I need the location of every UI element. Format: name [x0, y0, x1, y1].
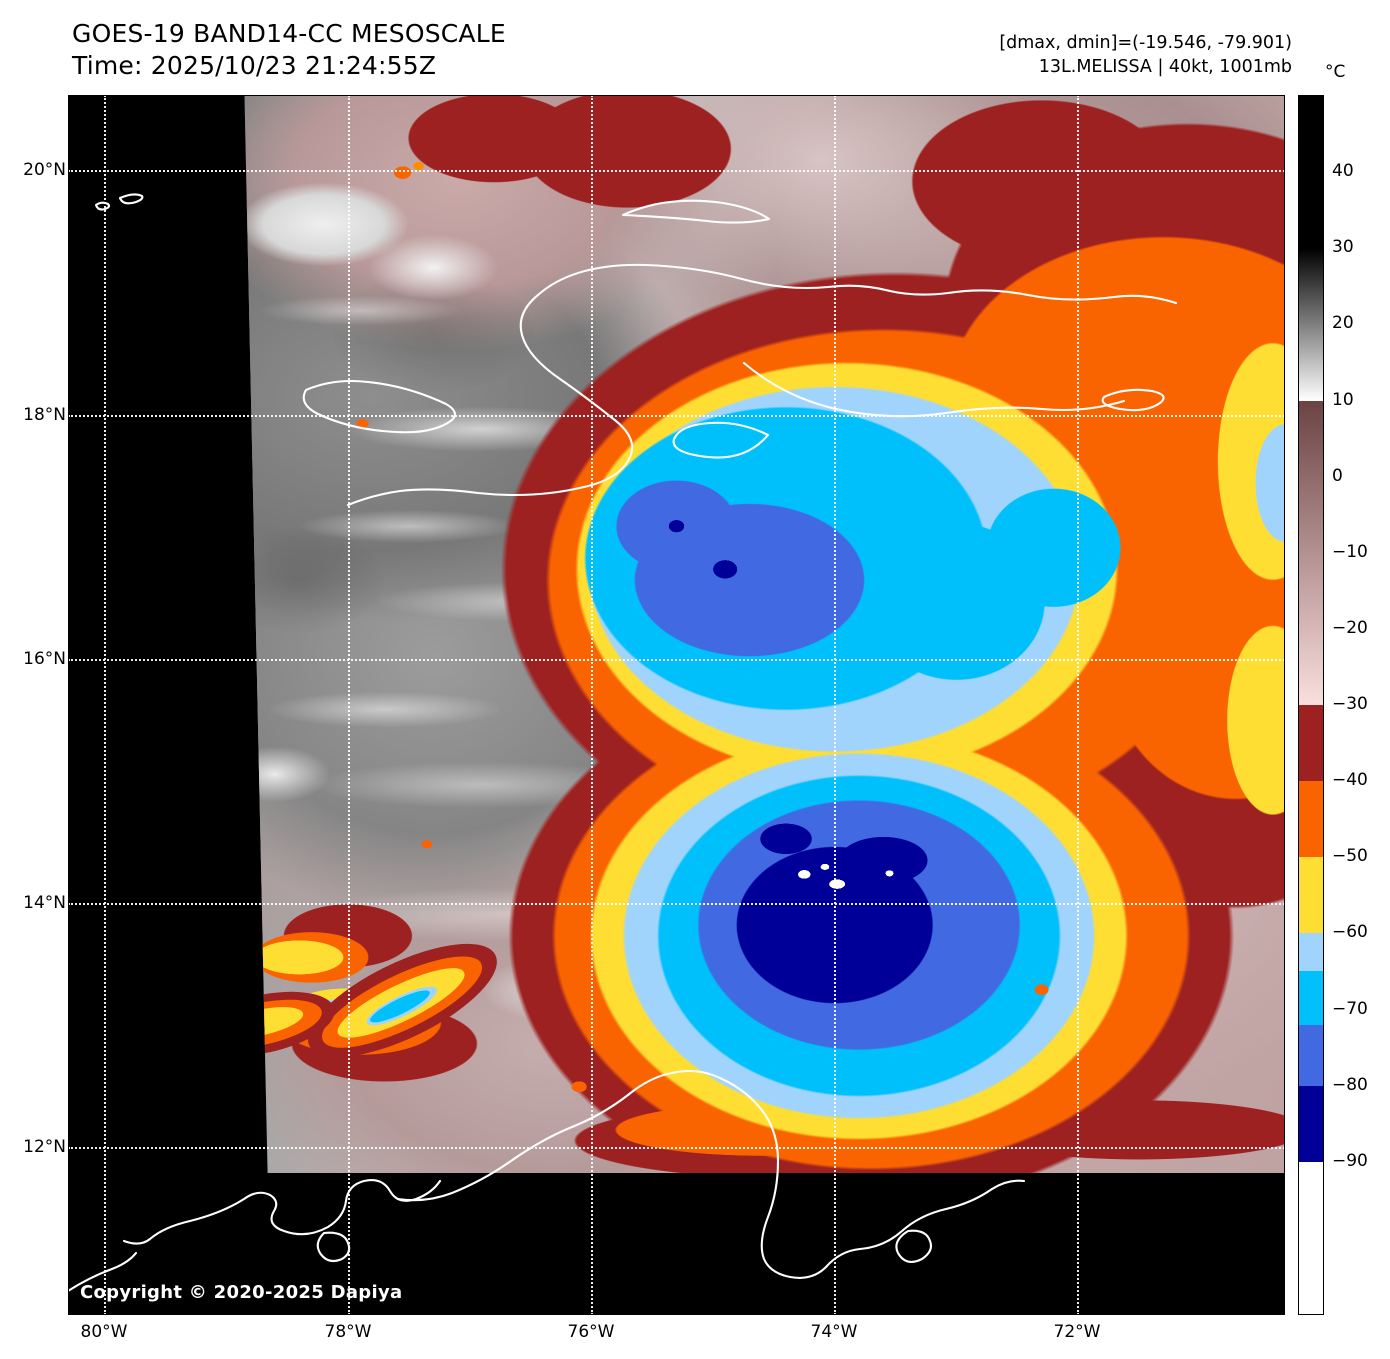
- coastal-island: [895, 1229, 933, 1263]
- colorbar-units-label: °C: [1325, 62, 1346, 82]
- metadata-block: [dmax, dmin]=(-19.546, -79.901) 13L.MELI…: [999, 32, 1292, 79]
- satellite-data-swath: [244, 95, 1285, 1173]
- dmax-dmin-label: [dmax, dmin]=(-19.546, -79.901): [999, 33, 1292, 53]
- colorbar-segment: [1299, 1024, 1323, 1086]
- chart-title-block: GOES-19 BAND14-CC MESOSCALE Time: 2025/1…: [72, 18, 506, 82]
- gridline-lon-74w: [834, 95, 836, 1315]
- coastal-island: [316, 1231, 351, 1263]
- jamaica-outline: [302, 379, 456, 434]
- colorbar-tick-label: 20: [1332, 313, 1354, 334]
- gridline-lat-12n: [68, 1147, 1285, 1149]
- island-outline: [94, 201, 111, 211]
- colorbar-segment: [1299, 857, 1323, 934]
- colorbar-tick-label: −40: [1332, 770, 1368, 791]
- colorbar-tick-label: −60: [1332, 922, 1368, 943]
- gridline-lon-80w: [104, 95, 106, 1315]
- ytick-label-18n: 18°N: [23, 405, 66, 425]
- coastline-overlay: [68, 193, 1178, 1293]
- xtick-label-76w: 76°W: [567, 1322, 615, 1342]
- colorbar-segment: [1299, 1161, 1323, 1314]
- ytick-label-14n: 14°N: [23, 893, 66, 913]
- colorbar-tick-label: −50: [1332, 846, 1368, 867]
- colorbar-tick-label: −80: [1332, 1074, 1368, 1095]
- colorbar-tick-label: −10: [1332, 541, 1368, 562]
- gonave-island: [672, 421, 770, 459]
- xtick-label-80w: 80°W: [80, 1322, 128, 1342]
- timestamp-label: Time: 2025/10/23 21:24:55Z: [72, 51, 437, 80]
- gridline-lon-72w: [1077, 95, 1079, 1315]
- gridline-lat-20n: [68, 170, 1285, 172]
- colorbar-tick-label: 30: [1332, 237, 1354, 258]
- colorbar-segment: [1299, 96, 1323, 249]
- colorbar-tick-label: 40: [1332, 161, 1354, 182]
- satellite-image-plot[interactable]: Copyright © 2020-2025 Dapiya: [68, 95, 1285, 1315]
- colorbar-tick-label: −90: [1332, 1150, 1368, 1171]
- colorbar-segment: [1299, 933, 1323, 972]
- xtick-label-72w: 72°W: [1053, 1322, 1101, 1342]
- colorbar-tick-label: 10: [1332, 389, 1354, 410]
- gridline-lat-16n: [68, 659, 1285, 661]
- gridline-lat-18n: [68, 415, 1285, 417]
- colorbar-segment: [1299, 248, 1323, 401]
- dominican-south-coast: [742, 361, 1126, 418]
- storm-info-label: 13L.MELISSA | 40kt, 1001mb: [1038, 56, 1292, 77]
- colorbar-tick-label: −70: [1332, 998, 1368, 1019]
- hispaniola-north-coast: [536, 263, 1178, 305]
- colorbar-tick-label: −30: [1332, 694, 1368, 714]
- colorbar-segment: [1299, 781, 1323, 858]
- venezuela-coast: [396, 1069, 1026, 1279]
- colorbar-segment: [1299, 400, 1323, 705]
- small-island: [1101, 388, 1165, 412]
- haiti-south-coast: [346, 293, 634, 507]
- gridline-lon-76w: [591, 95, 593, 1315]
- hispaniola-north-cay: [621, 199, 771, 224]
- colorbar-segment: [1299, 971, 1323, 1025]
- ytick-label-16n: 16°N: [23, 649, 66, 669]
- colorbar-tick-label: 0: [1332, 465, 1343, 486]
- colombia-coast: [68, 1179, 442, 1293]
- xtick-label-74w: 74°W: [810, 1322, 858, 1342]
- ytick-label-20n: 20°N: [23, 160, 66, 180]
- gridline-lat-14n: [68, 903, 1285, 905]
- colorbar-tick-label: −20: [1332, 617, 1368, 638]
- page-title: GOES-19 BAND14-CC MESOSCALE: [72, 19, 506, 48]
- copyright-label: Copyright © 2020-2025 Dapiya: [80, 1282, 403, 1303]
- xtick-label-78w: 78°W: [324, 1322, 372, 1342]
- ytick-label-12n: 12°N: [23, 1137, 66, 1157]
- ir-scattered-cells-layer: [244, 95, 1285, 1173]
- colorbar-segment: [1299, 1085, 1323, 1162]
- colorbar[interactable]: [1298, 95, 1324, 1315]
- colorbar-segment: [1299, 705, 1323, 782]
- gridline-lon-78w: [348, 95, 350, 1315]
- island-outline: [118, 193, 144, 205]
